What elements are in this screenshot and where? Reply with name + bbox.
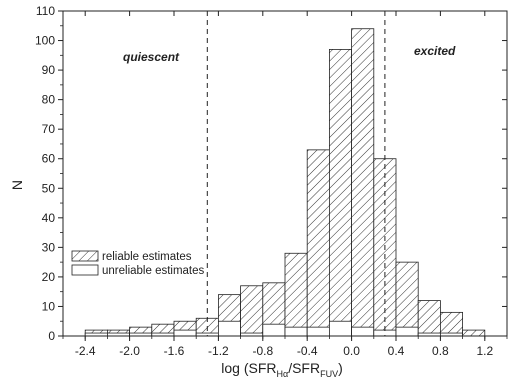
bar-reliable — [351, 28, 375, 337]
y-tick-label: 50 — [42, 181, 56, 195]
x-tick-label: -2.0 — [119, 344, 140, 358]
y-tick-label: 100 — [35, 34, 55, 48]
bar-unreliable — [306, 326, 330, 337]
bar-reliable — [395, 261, 419, 337]
x-axis-title: log (SFRHα/SFRFUV) — [221, 360, 343, 379]
legend-label-unreliable: unreliable estimates — [102, 265, 205, 277]
x-tick-label: 0.4 — [388, 344, 405, 358]
region-label-quiescent: quiescent — [123, 50, 180, 64]
x-axis-title-sep: /SFR — [288, 360, 320, 376]
y-tick-label: 70 — [42, 122, 56, 136]
bar-reliable — [417, 300, 441, 337]
x-tick-label: 0.0 — [343, 344, 360, 358]
bar-unreliable — [173, 329, 197, 337]
threshold-lines — [206, 11, 386, 336]
bar-unreliable — [328, 320, 352, 337]
bar-unreliable — [262, 323, 286, 337]
y-tick-label: 60 — [42, 152, 56, 166]
bar-unreliable — [217, 320, 241, 337]
y-tick-label: 0 — [48, 329, 55, 343]
x-tick-label: -0.4 — [297, 344, 318, 358]
bar-unreliable — [395, 326, 419, 337]
bar-reliable — [240, 285, 264, 337]
x-axis-title-sub1: Hα — [276, 369, 288, 379]
legend-label-reliable: reliable estimates — [102, 251, 192, 263]
bar-reliable — [284, 252, 308, 337]
bar-unreliable — [284, 326, 308, 337]
bar-reliable — [462, 329, 486, 337]
y-tick-label: 110 — [36, 4, 55, 18]
bar-reliable — [306, 149, 330, 337]
bar-reliable — [439, 311, 463, 337]
x-tick-label: -0.8 — [252, 344, 273, 358]
x-axis-title-suffix: ) — [338, 360, 343, 376]
x-tick-label: -2.4 — [75, 344, 96, 358]
region-label-excited: excited — [414, 44, 456, 58]
legend: reliable estimates unreliable estimates — [71, 250, 205, 277]
x-tick-label: -1.6 — [164, 344, 185, 358]
y-tick-label: 40 — [42, 211, 56, 225]
axes: -2.4 -2.0 -1.6 -1.2 -0.8 -0.4 0.0 0.4 0.8 1.2 0 10 2… — [35, 4, 508, 358]
y-tick-label: 90 — [42, 63, 56, 77]
bar-reliable — [328, 49, 352, 337]
y-tick-label: 20 — [42, 270, 56, 284]
x-axis-title-prefix: log (SFR — [221, 360, 276, 376]
y-tick-label: 80 — [42, 93, 56, 107]
legend-swatch-reliable — [71, 250, 99, 262]
bars-layer — [84, 28, 486, 337]
x-axis-title-sub2: FUV — [320, 369, 338, 379]
x-tick-label: 1.2 — [476, 344, 493, 358]
x-tick-label: 0.8 — [432, 344, 449, 358]
x-tick-label: -1.2 — [208, 344, 229, 358]
y-tick-label: 30 — [42, 240, 56, 254]
y-tick-label: 10 — [42, 299, 56, 313]
legend-swatch-unreliable — [71, 264, 99, 276]
y-axis-title: N — [9, 180, 25, 190]
bar-unreliable — [351, 326, 375, 337]
